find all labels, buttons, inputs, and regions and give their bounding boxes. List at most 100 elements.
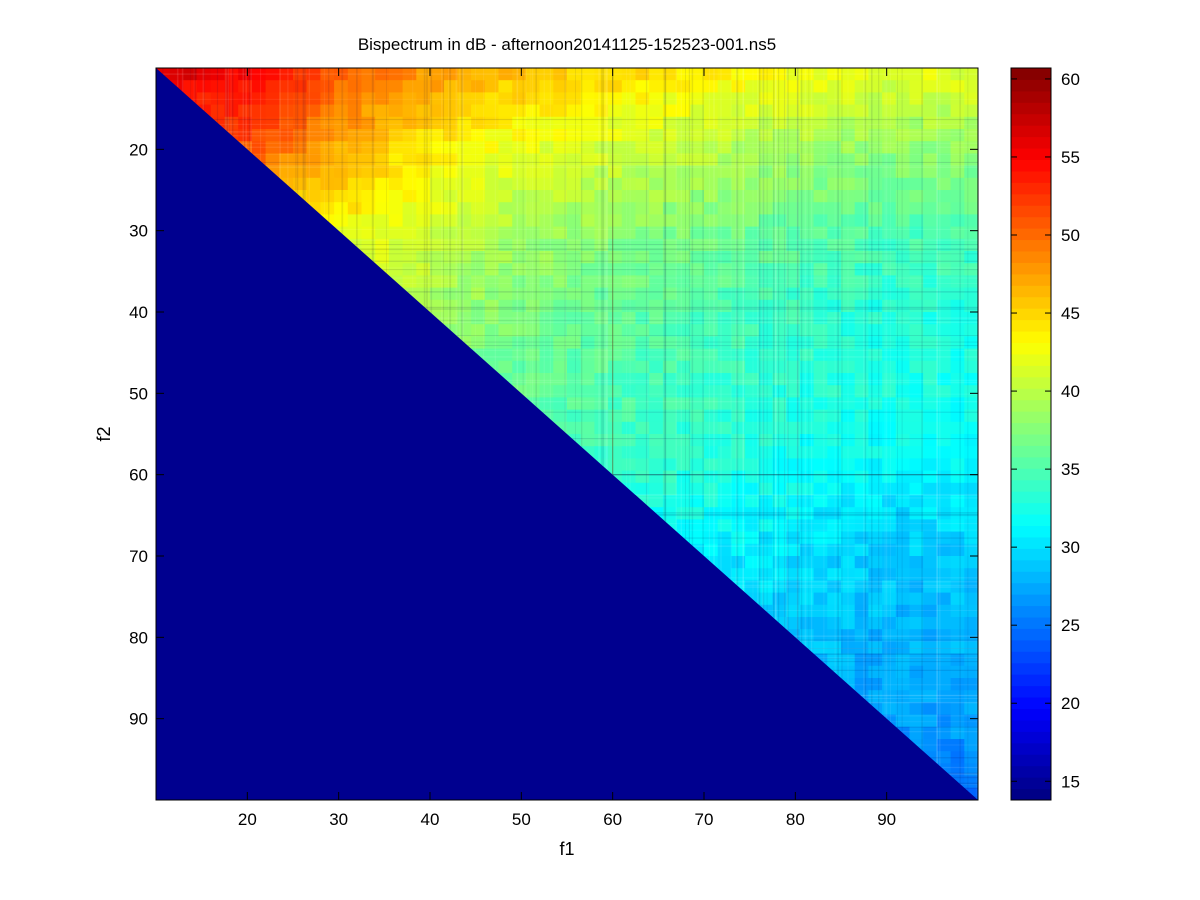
- heatmap-cell: [936, 641, 952, 655]
- heatmap-cell: [868, 116, 883, 130]
- heatmap-cell: [457, 129, 472, 142]
- heatmap-cell: [964, 543, 978, 557]
- heatmap-cell: [909, 129, 924, 142]
- heatmap-cell: [799, 92, 815, 106]
- heatmap-cell: [827, 434, 842, 447]
- heatmap-cell: [430, 226, 445, 240]
- heatmap-cell: [882, 263, 897, 276]
- heatmap-cell: [224, 68, 239, 81]
- heatmap-cell: [950, 397, 965, 411]
- heatmap-cell: [909, 373, 924, 386]
- heatmap-cell: [786, 129, 801, 142]
- heatmap-cell: [662, 80, 678, 93]
- heatmap-cell: [745, 397, 760, 411]
- heatmap-cell: [662, 336, 678, 350]
- heatmap-cell: [580, 116, 595, 130]
- heatmap-cell: [690, 397, 705, 411]
- heatmap-cell: [690, 129, 705, 142]
- heatmap-cell: [936, 385, 952, 398]
- heatmap-cell: [786, 421, 801, 435]
- heatmap-cell: [745, 385, 760, 398]
- heatmap-cell: [539, 385, 554, 398]
- heatmap-cell: [443, 226, 458, 240]
- heatmap-cell: [731, 409, 746, 423]
- colorbar-band: [1011, 742, 1051, 755]
- heatmap-cell: [704, 92, 719, 106]
- heatmap-cell: [388, 202, 404, 215]
- heatmap-cell: [690, 495, 705, 508]
- heatmap-cell: [293, 153, 308, 167]
- heatmap-cell: [786, 177, 801, 191]
- heatmap-cell: [909, 653, 924, 667]
- heatmap-cell: [895, 702, 911, 716]
- heatmap-cell: [402, 202, 417, 215]
- heatmap-cell: [361, 68, 376, 81]
- heatmap-cell: [868, 470, 883, 484]
- heatmap-cell: [854, 397, 869, 411]
- heatmap-cell: [347, 68, 363, 81]
- heatmap-cell: [279, 129, 294, 142]
- heatmap-cell: [936, 177, 952, 191]
- heatmap-cell: [608, 251, 623, 264]
- heatmap-cell: [786, 336, 801, 350]
- heatmap-cell: [909, 263, 924, 276]
- heatmap-cell: [279, 116, 294, 130]
- heatmap-cell: [388, 165, 404, 179]
- heatmap-cell: [772, 141, 787, 154]
- heatmap-cell: [388, 68, 404, 81]
- heatmap-cell: [827, 385, 842, 398]
- heatmap-cell: [964, 641, 978, 655]
- heatmap-cell: [608, 238, 623, 252]
- heatmap-cell: [402, 263, 417, 276]
- heatmap-cell: [950, 641, 965, 655]
- heatmap-cell: [649, 129, 664, 142]
- heatmap-cell: [936, 68, 952, 81]
- heatmap-cell: [854, 226, 869, 240]
- heatmap-cell: [553, 214, 568, 228]
- colorbar-band: [1011, 571, 1051, 584]
- heatmap-cell: [484, 141, 500, 154]
- heatmap-cell: [525, 238, 541, 252]
- heatmap-cell: [964, 92, 978, 106]
- heatmap-cell: [841, 263, 856, 276]
- heatmap-cell: [841, 641, 856, 655]
- heatmap-cell: [224, 92, 239, 106]
- heatmap-cell: [854, 568, 869, 581]
- heatmap-cell: [525, 312, 541, 325]
- heatmap-cell: [704, 68, 719, 81]
- heatmap-cell: [676, 507, 691, 520]
- heatmap-cell: [690, 373, 705, 386]
- heatmap-cell: [854, 141, 869, 154]
- heatmap-cell: [662, 238, 678, 252]
- heatmap-cell: [758, 299, 774, 313]
- heatmap-cell: [621, 336, 637, 350]
- heatmap-cell: [484, 287, 500, 301]
- heatmap-cell: [936, 507, 952, 520]
- heatmap-cell: [416, 80, 431, 93]
- heatmap-cell: [580, 165, 595, 179]
- heatmap-cell: [580, 153, 595, 167]
- heatmap-cell: [457, 68, 472, 81]
- heatmap-cell: [525, 226, 541, 240]
- heatmap-cell: [923, 604, 938, 618]
- heatmap-cell: [731, 104, 746, 118]
- heatmap-cell: [799, 336, 815, 350]
- heatmap-cell: [923, 507, 938, 520]
- heatmap-cell: [662, 397, 678, 411]
- heatmap-cell: [430, 177, 445, 191]
- heatmap-cell: [841, 373, 856, 386]
- heatmap-cell: [786, 275, 801, 289]
- heatmap-cell: [416, 68, 431, 81]
- heatmap-cell: [827, 604, 842, 618]
- heatmap-cell: [827, 104, 842, 118]
- heatmap-cell: [786, 92, 801, 106]
- heatmap-cell: [827, 556, 842, 569]
- heatmap-cell: [854, 421, 869, 435]
- heatmap-cell: [690, 299, 705, 313]
- heatmap-cell: [704, 495, 719, 508]
- x-tick-label: 40: [421, 810, 440, 829]
- heatmap-cell: [717, 446, 732, 459]
- heatmap-cell: [786, 434, 801, 447]
- heatmap-cell: [841, 348, 856, 362]
- heatmap-cell: [745, 129, 760, 142]
